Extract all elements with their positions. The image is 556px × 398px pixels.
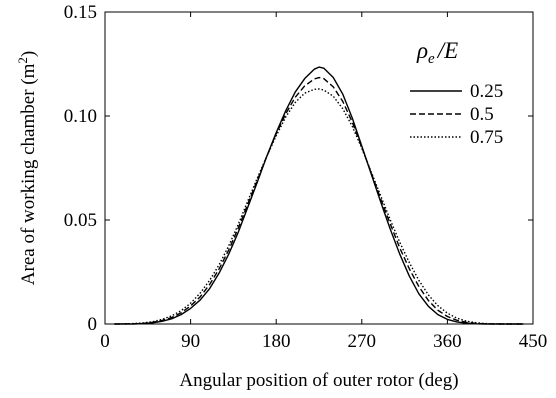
legend: ρe/E 0.250.50.75 (410, 38, 503, 148)
legend-label-3: 0.75 (470, 127, 503, 148)
x-tick-label: 180 (262, 331, 291, 352)
y-tick-label: 0 (88, 314, 98, 335)
legend-items: 0.250.50.75 (410, 81, 503, 148)
x-axis: 0 90 180 270 360 450 (100, 12, 547, 352)
legend-title: ρe/E (416, 38, 458, 67)
legend-title-subscript: e (428, 51, 435, 67)
y-axis-label-main: Area of working chamber (m (18, 63, 39, 285)
legend-label-1: 0.25 (470, 81, 503, 102)
x-tick-label: 450 (519, 331, 548, 352)
x-tick-label: 90 (181, 331, 200, 352)
series-layer (114, 66, 524, 325)
y-axis-label-close: ) (18, 51, 39, 57)
x-tick-label: 270 (348, 331, 377, 352)
y-tick-label: 0.05 (64, 210, 97, 231)
y-axis-label: Area of working chamber (m2) (15, 51, 39, 285)
series-line-2 (114, 76, 524, 325)
y-tick-label: 0.15 (64, 2, 97, 23)
legend-label-2: 0.5 (470, 104, 494, 125)
plot-frame (104, 11, 534, 325)
legend-title-rest: /E (436, 38, 458, 63)
y-tick-label: 0.10 (64, 106, 97, 127)
x-axis-label: Angular position of outer rotor (deg) (179, 370, 458, 391)
y-axis-label-superscript: 2 (15, 57, 30, 64)
x-tick-label: 0 (100, 331, 110, 352)
y-axis: 0 0.05 0.10 0.15 (64, 2, 533, 335)
series-line-1 (114, 66, 524, 325)
x-tick-label: 360 (433, 331, 462, 352)
series-line-3 (114, 88, 524, 325)
legend-title-rho: ρ (416, 38, 428, 63)
